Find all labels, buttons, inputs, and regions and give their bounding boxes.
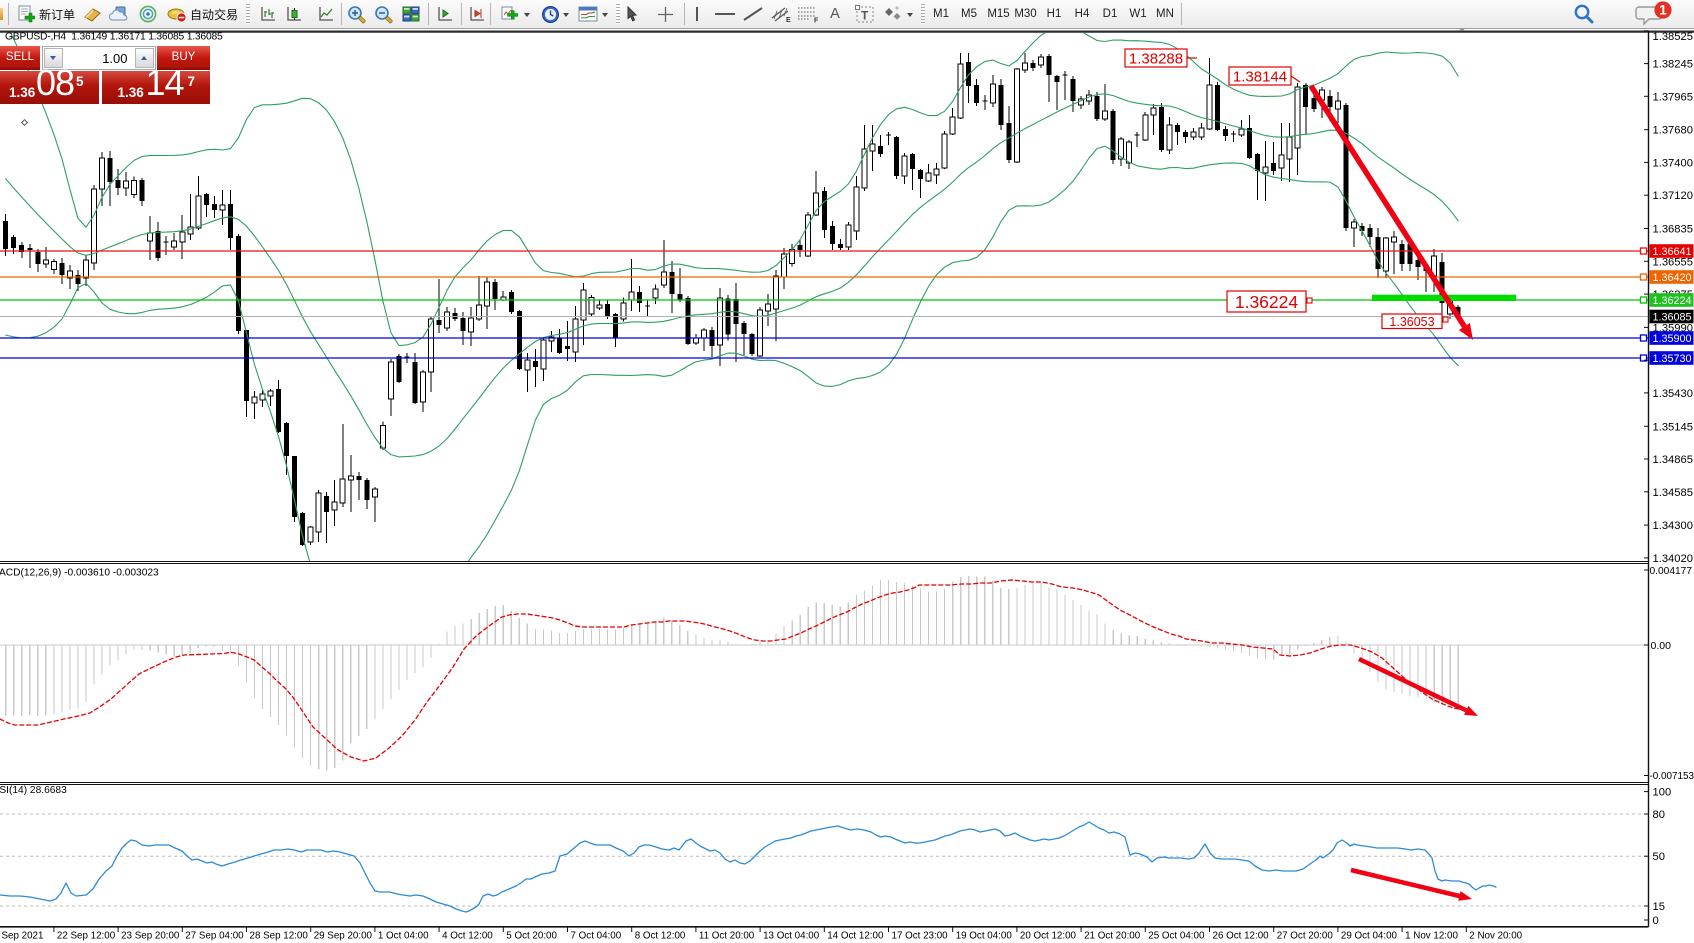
svg-text:23 Sep 20:00: 23 Sep 20:00 bbox=[121, 931, 180, 942]
svg-text:0.00: 0.00 bbox=[1651, 640, 1672, 652]
svg-text:1.34300: 1.34300 bbox=[1653, 520, 1693, 532]
svg-text:1.34865: 1.34865 bbox=[1653, 454, 1693, 466]
svg-text:14 Oct 12:00: 14 Oct 12:00 bbox=[827, 931, 884, 942]
svg-text:80: 80 bbox=[1653, 809, 1665, 821]
svg-text:1.35145: 1.35145 bbox=[1653, 421, 1693, 433]
svg-text:15: 15 bbox=[1653, 901, 1665, 913]
svg-text:1.36420: 1.36420 bbox=[1653, 272, 1692, 284]
svg-text:1.37120: 1.37120 bbox=[1653, 190, 1693, 202]
svg-text:17 Oct 23:00: 17 Oct 23:00 bbox=[892, 931, 949, 942]
svg-text:1.38525: 1.38525 bbox=[1653, 31, 1693, 43]
svg-text:27 Sep 04:00: 27 Sep 04:00 bbox=[185, 931, 244, 942]
svg-text:4 Oct 12:00: 4 Oct 12:00 bbox=[442, 931, 493, 942]
svg-text:1.38144: 1.38144 bbox=[1233, 68, 1287, 85]
svg-text:0.004177: 0.004177 bbox=[1650, 566, 1693, 577]
svg-text:7 Oct 04:00: 7 Oct 04:00 bbox=[571, 931, 622, 942]
svg-text:F: F bbox=[814, 18, 819, 24]
svg-text:1.36835: 1.36835 bbox=[1653, 224, 1693, 236]
svg-text:Sep 2021: Sep 2021 bbox=[2, 931, 44, 942]
svg-text:1.36555: 1.36555 bbox=[1653, 256, 1693, 268]
svg-text:28 Sep 12:00: 28 Sep 12:00 bbox=[250, 931, 309, 942]
svg-text:25 Oct 04:00: 25 Oct 04:00 bbox=[1148, 931, 1205, 942]
svg-text:-0.007153: -0.007153 bbox=[1650, 771, 1694, 782]
svg-text:50: 50 bbox=[1653, 851, 1665, 863]
svg-text:29 Oct 04:00: 29 Oct 04:00 bbox=[1341, 931, 1398, 942]
svg-text:1.36224: 1.36224 bbox=[1235, 292, 1299, 312]
svg-text:29 Sep 20:00: 29 Sep 20:00 bbox=[314, 931, 373, 942]
svg-text:1: 1 bbox=[1659, 3, 1667, 18]
svg-text:11 Oct 20:00: 11 Oct 20:00 bbox=[699, 931, 755, 942]
svg-text:MACD(12,26,9) -0.003610 -0.003: MACD(12,26,9) -0.003610 -0.003023 bbox=[0, 568, 159, 579]
svg-text:1.36224: 1.36224 bbox=[1653, 295, 1692, 307]
svg-text:1.37965: 1.37965 bbox=[1653, 91, 1693, 103]
svg-text:E: E bbox=[786, 17, 791, 23]
svg-text:27 Oct 20:00: 27 Oct 20:00 bbox=[1277, 931, 1334, 942]
svg-text:2 Nov 20:00: 2 Nov 20:00 bbox=[1469, 931, 1522, 942]
svg-text:26 Oct 12:00: 26 Oct 12:00 bbox=[1213, 931, 1270, 942]
svg-text:13 Oct 04:00: 13 Oct 04:00 bbox=[763, 931, 820, 942]
svg-text:19 Oct 04:00: 19 Oct 04:00 bbox=[956, 931, 1013, 942]
svg-text:1 Oct 04:00: 1 Oct 04:00 bbox=[378, 931, 429, 942]
svg-text:1.34585: 1.34585 bbox=[1653, 487, 1693, 499]
svg-text:1.36085: 1.36085 bbox=[1653, 312, 1692, 324]
svg-text:1.34020: 1.34020 bbox=[1653, 553, 1693, 565]
svg-text:1.38245: 1.38245 bbox=[1653, 59, 1693, 71]
svg-text:1.35430: 1.35430 bbox=[1653, 388, 1693, 400]
svg-text:RSI(14) 28.6683: RSI(14) 28.6683 bbox=[0, 785, 67, 796]
svg-text:100: 100 bbox=[1653, 787, 1672, 799]
svg-text:0: 0 bbox=[1653, 915, 1659, 927]
svg-text:1.37680: 1.37680 bbox=[1653, 125, 1693, 137]
svg-text:21 Oct 20:00: 21 Oct 20:00 bbox=[1084, 931, 1141, 942]
svg-text:1.36053: 1.36053 bbox=[1389, 315, 1434, 329]
svg-text:20 Oct 12:00: 20 Oct 12:00 bbox=[1020, 931, 1077, 942]
svg-text:1.37400: 1.37400 bbox=[1653, 157, 1693, 169]
svg-text:8 Oct 12:00: 8 Oct 12:00 bbox=[635, 931, 686, 942]
svg-text:5 Oct 20:00: 5 Oct 20:00 bbox=[506, 931, 557, 942]
svg-text:GBPUSD-,H4 1.36149 1.36171 1.: GBPUSD-,H4 1.36149 1.36171 1.36085 1.360… bbox=[5, 32, 223, 43]
svg-text:22 Sep 12:00: 22 Sep 12:00 bbox=[57, 931, 116, 942]
svg-text:1.36641: 1.36641 bbox=[1653, 246, 1692, 258]
svg-text:1.35730: 1.35730 bbox=[1653, 353, 1692, 365]
svg-text:1.38288: 1.38288 bbox=[1129, 50, 1183, 67]
svg-text:1 Nov 12:00: 1 Nov 12:00 bbox=[1405, 931, 1458, 942]
svg-text:T: T bbox=[861, 9, 869, 23]
svg-text:1.35900: 1.35900 bbox=[1653, 333, 1692, 345]
